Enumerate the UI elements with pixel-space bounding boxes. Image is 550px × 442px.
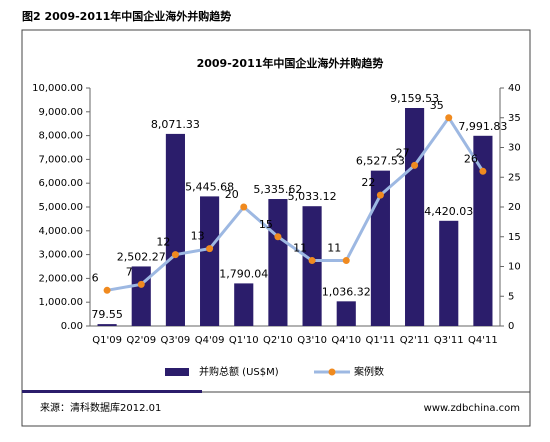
line-value-label: 6 [92, 271, 99, 284]
bar-value-label: 4,420.03 [424, 205, 473, 218]
bar-value-label: 5,335.62 [253, 183, 302, 196]
y2-tick-label: 40 [508, 83, 521, 94]
bar [165, 133, 185, 326]
bar-value-label: 1,036.32 [322, 285, 371, 298]
y-tick-label: 3,000.00 [38, 250, 83, 261]
bar-value-label: 79.55 [91, 308, 123, 321]
x-tick-label: Q2'10 [263, 335, 293, 346]
x-tick-label: Q3'11 [434, 335, 464, 346]
line [106, 115, 485, 292]
bar-value-label: 5,033.12 [288, 190, 337, 203]
y-tick-label: 4,000.00 [38, 226, 83, 237]
line-value-label: 20 [225, 188, 239, 201]
bar-value-label: 8,071.33 [151, 118, 200, 131]
line-marker [171, 251, 179, 259]
line-value-label: 26 [464, 152, 478, 165]
line-value-label: 12 [156, 236, 170, 249]
line-marker [308, 257, 316, 265]
bar-value-label: 7,991.83 [458, 120, 507, 133]
bar [234, 283, 254, 326]
x-tick-label: Q4'10 [331, 335, 361, 346]
line-marker [342, 257, 350, 265]
y2-tick-label: 15 [508, 232, 521, 243]
x-tick-label: Q1'09 [92, 335, 122, 346]
x-tick-label: Q3'09 [161, 335, 191, 346]
y-tick-label: 8,000.00 [38, 131, 83, 142]
y2-tick-label: 5 [508, 291, 514, 302]
y-tick-label: 7,000.00 [38, 154, 83, 165]
line-marker [411, 161, 419, 169]
bar [302, 206, 322, 326]
line-marker [240, 203, 248, 211]
x-tick-label: Q2'11 [400, 335, 430, 346]
bar-value-label: 1,790.04 [219, 267, 268, 280]
footer-source: 来源：清科数据库2012.01 [40, 401, 161, 414]
x-tick-label: Q3'10 [297, 335, 327, 346]
chart-frame [21, 29, 531, 427]
line-value-label: 22 [361, 176, 375, 189]
y2-tick-label: 20 [508, 202, 521, 213]
footer-website: www.zdbchina.com [424, 403, 520, 414]
bar-value-label: 2,502.27 [117, 250, 166, 263]
bar [370, 170, 390, 326]
line-value-label: 7 [126, 265, 133, 278]
bar [336, 301, 356, 326]
y2-tick-label: 30 [508, 143, 521, 154]
y-tick-label: 5,000.00 [38, 202, 83, 213]
bar-value-label: 9,159.53 [390, 92, 439, 105]
line-marker [137, 280, 145, 288]
footer-accent [22, 390, 202, 393]
legend-marker [328, 368, 336, 376]
x-tick-label: Q1'10 [229, 335, 259, 346]
line-marker [206, 245, 214, 253]
line-marker [376, 191, 384, 199]
bar [200, 196, 220, 326]
line-value-label: 11 [293, 242, 307, 255]
line-value-label: 27 [396, 146, 410, 159]
line-marker [103, 286, 111, 294]
bar [405, 108, 425, 326]
x-tick-label: Q4'11 [468, 335, 498, 346]
bar [439, 220, 459, 326]
x-tick-label: Q4'09 [195, 335, 225, 346]
bar [473, 135, 493, 326]
x-tick-label: Q1'11 [366, 335, 396, 346]
line-marker [274, 233, 282, 241]
bar [97, 324, 117, 326]
line-marker [479, 167, 487, 175]
y2-tick-label: 35 [508, 113, 521, 124]
line-value-label: 15 [259, 218, 273, 231]
chart-title: 2009-2011年中国企业海外并购趋势 [197, 56, 384, 70]
legend-label: 并购总额 (US$M) [199, 365, 279, 378]
y-tick-label: 9,000.00 [38, 107, 83, 118]
y-tick-label: 1,000.00 [38, 297, 83, 308]
legend-label: 案例数 [354, 365, 384, 378]
y-tick-label: 0.00 [61, 321, 83, 332]
legend-swatch [165, 368, 189, 376]
y2-tick-label: 25 [508, 172, 521, 183]
line-value-label: 35 [430, 99, 444, 112]
y-tick-label: 10,000.00 [32, 83, 83, 94]
y2-tick-label: 10 [508, 262, 521, 273]
y2-tick-label: 0 [508, 321, 514, 332]
line-value-label: 13 [191, 230, 205, 243]
line-marker [445, 114, 453, 122]
y-tick-label: 2,000.00 [38, 273, 83, 284]
x-tick-label: Q2'09 [126, 335, 156, 346]
y-tick-label: 6,000.00 [38, 178, 83, 189]
bar [131, 266, 151, 326]
bar-value-label: 6,527.53 [356, 155, 405, 168]
caption: 图2 2009-2011年中国企业海外并购趋势 [22, 9, 231, 23]
bar-value-label: 5,445.68 [185, 180, 234, 193]
line-value-label: 11 [327, 242, 341, 255]
